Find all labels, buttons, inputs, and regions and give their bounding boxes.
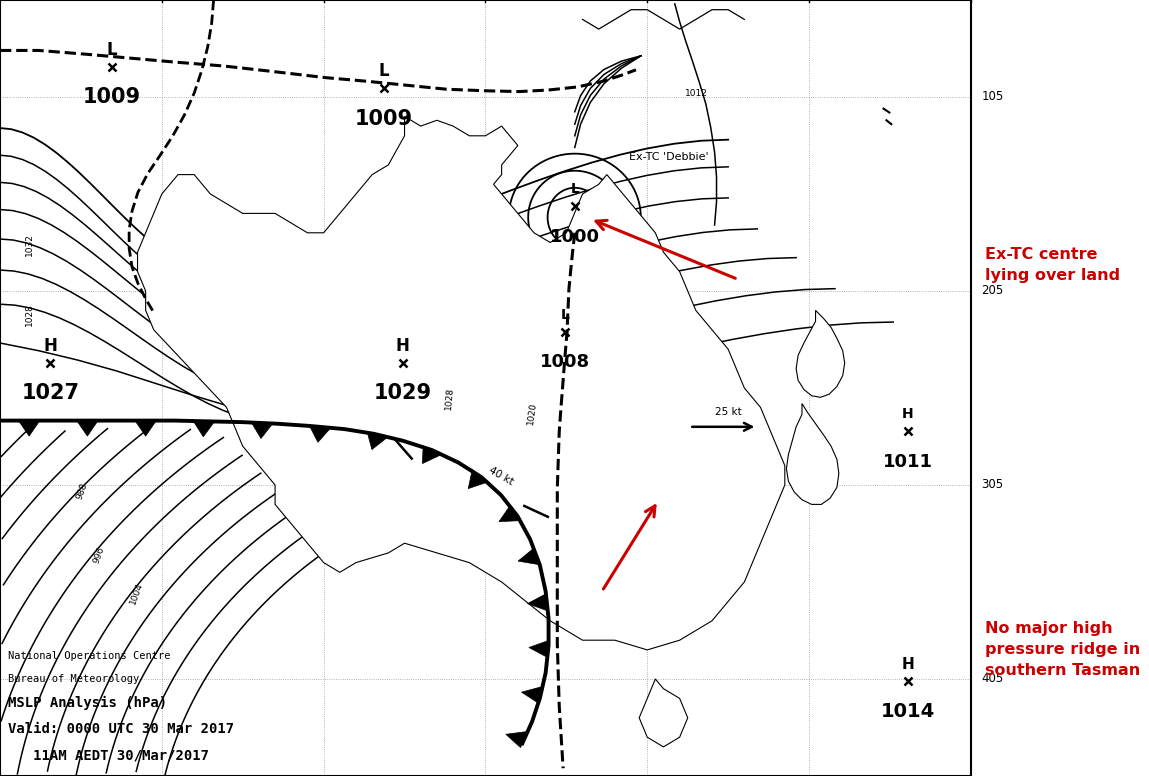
- Text: National Operations Centre: National Operations Centre: [8, 651, 170, 661]
- Text: Ex-TC 'Debbie': Ex-TC 'Debbie': [630, 152, 709, 161]
- Text: Bureau of Meteorology: Bureau of Meteorology: [8, 674, 139, 684]
- Polygon shape: [469, 471, 488, 489]
- Text: H: H: [396, 337, 410, 355]
- Text: 1028: 1028: [444, 387, 455, 411]
- Text: 996: 996: [92, 545, 106, 564]
- Text: 1029: 1029: [373, 383, 432, 404]
- Polygon shape: [518, 549, 540, 565]
- Polygon shape: [134, 421, 156, 436]
- Text: H: H: [902, 656, 915, 672]
- Polygon shape: [423, 446, 441, 463]
- Text: H: H: [44, 337, 57, 355]
- Text: L: L: [107, 40, 117, 59]
- Text: 25 kt: 25 kt: [715, 407, 741, 417]
- Text: L: L: [378, 62, 388, 81]
- Text: Ex-TC centre
lying over land: Ex-TC centre lying over land: [985, 248, 1120, 283]
- Text: 1011: 1011: [882, 452, 933, 471]
- Text: 305: 305: [981, 479, 1004, 491]
- Text: Valid: 0000 UTC 30 Mar 2017: Valid: 0000 UTC 30 Mar 2017: [8, 722, 234, 736]
- Polygon shape: [499, 506, 522, 521]
- Text: No major high
pressure ridge in
southern Tasman: No major high pressure ridge in southern…: [985, 621, 1141, 677]
- Text: 1028: 1028: [24, 303, 33, 326]
- Text: 1014: 1014: [880, 702, 935, 721]
- Polygon shape: [368, 432, 387, 449]
- Polygon shape: [522, 687, 542, 703]
- Polygon shape: [506, 732, 527, 747]
- Text: 105: 105: [981, 91, 1004, 103]
- Polygon shape: [796, 310, 845, 397]
- Polygon shape: [527, 594, 548, 611]
- Text: 1027: 1027: [22, 383, 79, 404]
- Text: 205: 205: [981, 285, 1004, 297]
- Text: 405: 405: [981, 673, 1004, 685]
- Text: MSLP Analysis (hPa): MSLP Analysis (hPa): [8, 696, 167, 710]
- Text: 1004: 1004: [129, 581, 145, 606]
- Text: 1009: 1009: [83, 87, 140, 107]
- Text: 40 kt: 40 kt: [487, 466, 516, 487]
- Polygon shape: [639, 679, 688, 747]
- Text: 1012: 1012: [685, 88, 708, 98]
- Text: 1008: 1008: [540, 353, 591, 372]
- Polygon shape: [252, 423, 272, 438]
- Text: 1009: 1009: [354, 109, 412, 129]
- Text: L: L: [561, 308, 570, 322]
- Text: 1032: 1032: [24, 233, 33, 256]
- Text: 11AM AEDT 30/Mar/2017: 11AM AEDT 30/Mar/2017: [8, 748, 209, 762]
- Text: L: L: [570, 182, 579, 196]
- Text: H: H: [902, 407, 913, 421]
- Polygon shape: [77, 421, 98, 436]
- Polygon shape: [193, 421, 215, 437]
- Polygon shape: [18, 421, 40, 436]
- Polygon shape: [138, 116, 785, 650]
- Polygon shape: [786, 404, 839, 504]
- Polygon shape: [529, 640, 549, 657]
- Text: 988: 988: [75, 482, 90, 501]
- Polygon shape: [309, 426, 331, 442]
- Text: 1020: 1020: [526, 401, 538, 424]
- Text: 1000: 1000: [549, 227, 600, 246]
